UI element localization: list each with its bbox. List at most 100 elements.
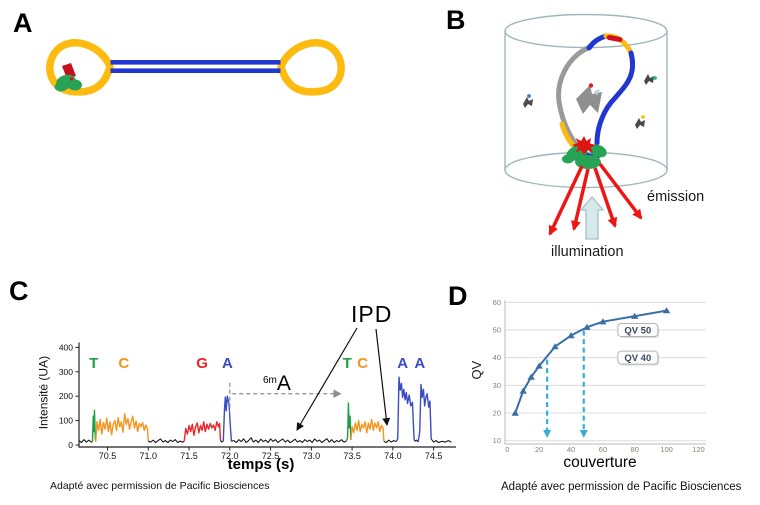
data-point-marker	[535, 362, 543, 369]
data-point-marker	[583, 323, 591, 330]
svg-text:30: 30	[493, 381, 501, 390]
methyl-superscript: 6m	[263, 375, 277, 386]
panel-d-label: D	[448, 281, 468, 311]
svg-text:60: 60	[493, 298, 501, 307]
svg-text:120: 120	[692, 445, 705, 454]
pulse-trace-chart: 0 100 200 300 400 70.5 71.0 71.5 72.0 72.5 73.0 73.…	[59, 327, 456, 461]
zmw-cylinder	[504, 13, 668, 189]
nucleotide-wedge	[594, 89, 600, 96]
trace-segment--	[430, 438, 452, 444]
c-annotations	[229, 327, 391, 431]
panel-b-label: B	[446, 5, 466, 35]
zmw-illustration	[504, 13, 668, 240]
data-point-marker	[527, 373, 535, 380]
data-point-marker	[567, 332, 575, 339]
callout-label: QV 40	[624, 353, 651, 364]
nucleotide-dot	[69, 77, 74, 81]
nucleotide-dot	[588, 83, 594, 88]
svg-text:40: 40	[493, 353, 501, 362]
c-axes: 0 100 200 300 400 70.5 71.0 71.5 72.0 72.5 73.0 73.…	[59, 342, 456, 461]
svg-text:20: 20	[535, 445, 543, 454]
base-call-label: A	[414, 355, 425, 372]
trace-segment-G	[183, 421, 222, 442]
base-call-label: T	[89, 355, 98, 372]
trace-segment--	[219, 439, 224, 443]
trace-segment-T	[345, 402, 352, 442]
trace-segment-T	[91, 409, 97, 442]
data-point-marker	[511, 409, 519, 416]
d-qv-series	[511, 307, 671, 416]
data-point-marker	[599, 318, 607, 325]
svg-text:400: 400	[59, 342, 73, 352]
base-call-label: A	[222, 355, 233, 372]
trace-segment-A	[417, 383, 432, 443]
dna-strand-top	[110, 60, 281, 65]
methyl-base: A	[276, 372, 291, 395]
hairpin-adapter-left-icon	[46, 39, 114, 96]
trace-segment--	[383, 439, 397, 444]
svg-text:20: 20	[493, 409, 501, 418]
d-caption: Adapté avec permission de Pacific Biosci…	[501, 481, 742, 493]
c-trace	[78, 376, 452, 444]
svg-text:73.0: 73.0	[303, 451, 321, 461]
qv-coverage-chart: 10 20 30 40 50 60 0 20 40 60 80 100 120 QV 50 QV 40	[493, 298, 706, 454]
base-call-label: A	[397, 355, 408, 372]
svg-text:70.5: 70.5	[99, 451, 117, 461]
svg-text:50: 50	[493, 325, 501, 334]
svg-text:300: 300	[59, 367, 73, 377]
svg-text:10: 10	[493, 436, 501, 445]
hairpin-adapter-right-icon	[277, 39, 345, 96]
trace-segment-C	[95, 413, 149, 442]
nucleotide-dot-blue	[527, 94, 531, 98]
d-coverage-arrows	[543, 330, 588, 438]
d-x-axis-title: couverture	[563, 454, 637, 471]
trace-segment-A	[395, 376, 416, 442]
d-gridlines	[505, 301, 706, 442]
svg-text:80: 80	[631, 445, 639, 454]
data-point-marker	[551, 343, 559, 350]
svg-text:0: 0	[68, 440, 73, 450]
svg-text:72.0: 72.0	[221, 451, 239, 461]
svg-text:71.5: 71.5	[180, 451, 198, 461]
svg-text:74.5: 74.5	[425, 451, 443, 461]
smrtbell-illustration	[46, 39, 345, 96]
data-point-marker	[631, 312, 639, 319]
d-callouts: QV 50 QV 40	[617, 322, 660, 366]
svg-text:74.0: 74.0	[384, 451, 402, 461]
nucleotide-dot-yellow	[641, 115, 645, 119]
base-call-label: T	[343, 355, 352, 372]
c-caption: Adapté avec permission de Pacific Biosci…	[50, 480, 270, 492]
svg-text:73.5: 73.5	[343, 451, 361, 461]
svg-text:60: 60	[599, 445, 607, 454]
c-y-axis-title: Intensité (UA)	[36, 355, 51, 430]
svg-text:71.0: 71.0	[140, 451, 158, 461]
dna-strand-bottom	[110, 68, 281, 73]
emission-label: émission	[647, 189, 705, 205]
svg-text:100: 100	[660, 445, 673, 454]
free-nucleotide-icon	[523, 74, 654, 129]
illumination-arrow-icon	[579, 195, 605, 240]
illumination-label: illumination	[551, 244, 624, 260]
trace-segment-C	[350, 418, 385, 442]
svg-text:40: 40	[567, 445, 575, 454]
fluorescence-burst-icon	[572, 136, 596, 155]
data-point-marker	[662, 307, 671, 314]
svg-text:72.5: 72.5	[262, 451, 280, 461]
base-call-label: C	[357, 355, 368, 372]
base-call-label: G	[196, 355, 208, 372]
svg-text:100: 100	[59, 416, 73, 426]
emission-arrows	[548, 162, 643, 236]
c-x-axis-title: temps (s)	[227, 456, 295, 473]
data-point-marker	[519, 387, 527, 394]
svg-text:200: 200	[59, 391, 73, 401]
panel-a-label: A	[13, 8, 33, 38]
callout-label: QV 50	[624, 325, 651, 336]
ipd-annotation: IPD	[351, 301, 393, 327]
trace-segment--	[231, 437, 347, 444]
trace-segment-A	[222, 395, 233, 442]
base-call-label: C	[118, 355, 129, 372]
nucleotide-dot-green	[653, 76, 657, 80]
svg-text:0: 0	[505, 445, 509, 454]
